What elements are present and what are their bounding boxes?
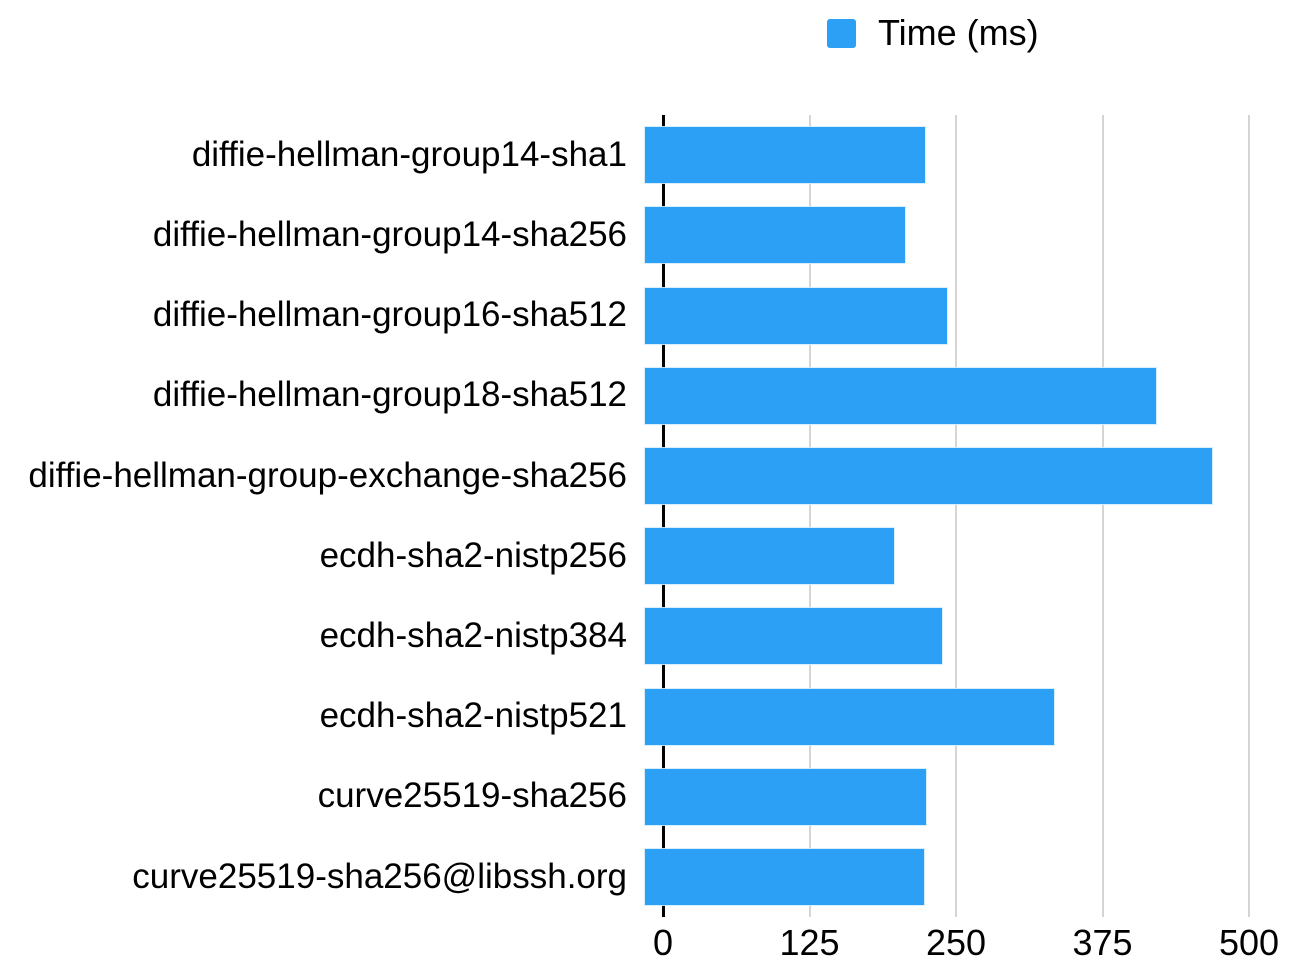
bar-curve25519-sha256-libssh-org	[645, 848, 924, 905]
chart-row: diffie-hellman-group14-sha1	[0, 115, 1300, 195]
bar-track	[645, 528, 1300, 585]
bar-track	[645, 127, 1300, 184]
bar-diffie-hellman-group-exchange-sha256	[645, 447, 1213, 504]
bar-track	[645, 768, 1300, 825]
bar-ecdh-sha2-nistp521	[645, 688, 1054, 745]
category-label: curve25519-sha256	[317, 776, 627, 816]
gridline-x-375	[1101, 115, 1104, 917]
bar-track	[645, 608, 1300, 665]
chart-row: ecdh-sha2-nistp521	[0, 676, 1300, 756]
bar-track	[645, 367, 1300, 424]
bar-track	[645, 848, 1300, 905]
category-label: diffie-hellman-group16-sha512	[152, 295, 627, 335]
chart-row: curve25519-sha256	[0, 757, 1300, 837]
category-label: ecdh-sha2-nistp256	[319, 535, 627, 575]
bar-ecdh-sha2-nistp384	[645, 608, 942, 665]
bar-ecdh-sha2-nistp256	[645, 528, 894, 585]
chart-row: diffie-hellman-group18-sha512	[0, 356, 1300, 436]
plot-area: diffie-hellman-group14-sha1 diffie-hellma…	[0, 115, 1300, 968]
chart-row: ecdh-sha2-nistp384	[0, 596, 1300, 676]
chart-row: diffie-hellman-group16-sha512	[0, 275, 1300, 355]
category-label: diffie-hellman-group14-sha1	[191, 134, 627, 174]
gridline-x-125	[808, 115, 811, 917]
chart-row: ecdh-sha2-nistp256	[0, 516, 1300, 596]
chart-row: diffie-hellman-group14-sha256	[0, 195, 1300, 275]
bar-curve25519-sha256	[645, 768, 927, 825]
gridlines-layer	[0, 115, 1300, 917]
x-tick-label-0: 0	[652, 922, 674, 963]
chart-row: curve25519-sha256@libssh.org	[0, 837, 1300, 917]
bars-layer: diffie-hellman-group14-sha1 diffie-hellma…	[0, 115, 1300, 917]
x-tick-label-125: 125	[779, 922, 840, 963]
x-tick-label-250: 250	[925, 922, 987, 963]
category-label: curve25519-sha256@libssh.org	[132, 856, 627, 896]
legend: Time (ms)	[827, 15, 1039, 51]
y-axis-line	[661, 115, 665, 917]
bar-track	[645, 207, 1300, 264]
category-label: diffie-hellman-group-exchange-sha256	[28, 455, 627, 495]
x-tick-label-375: 375	[1072, 922, 1133, 963]
category-label: diffie-hellman-group18-sha512	[152, 375, 627, 415]
gridline-x-500	[1248, 115, 1250, 917]
bar-diffie-hellman-group16-sha512	[645, 287, 948, 344]
bar-diffie-hellman-group14-sha256	[645, 207, 906, 264]
bar-diffie-hellman-group18-sha512	[645, 367, 1156, 424]
x-tick-label-500: 500	[1218, 922, 1280, 963]
bar-track	[645, 688, 1300, 745]
bar-track	[645, 447, 1300, 504]
legend-series-label: Time (ms)	[878, 12, 1039, 53]
bar-track	[645, 287, 1300, 344]
gridline-x-250	[955, 115, 957, 917]
legend-swatch	[827, 18, 856, 48]
category-label: ecdh-sha2-nistp521	[319, 696, 627, 736]
category-label: ecdh-sha2-nistp384	[319, 616, 627, 656]
x-axis-tick-labels: 0 125 250 375 500	[0, 917, 1300, 968]
bar-diffie-hellman-group14-sha1	[645, 127, 926, 184]
category-label: diffie-hellman-group14-sha256	[152, 215, 627, 255]
chart-row: diffie-hellman-group-exchange-sha256	[0, 436, 1300, 516]
